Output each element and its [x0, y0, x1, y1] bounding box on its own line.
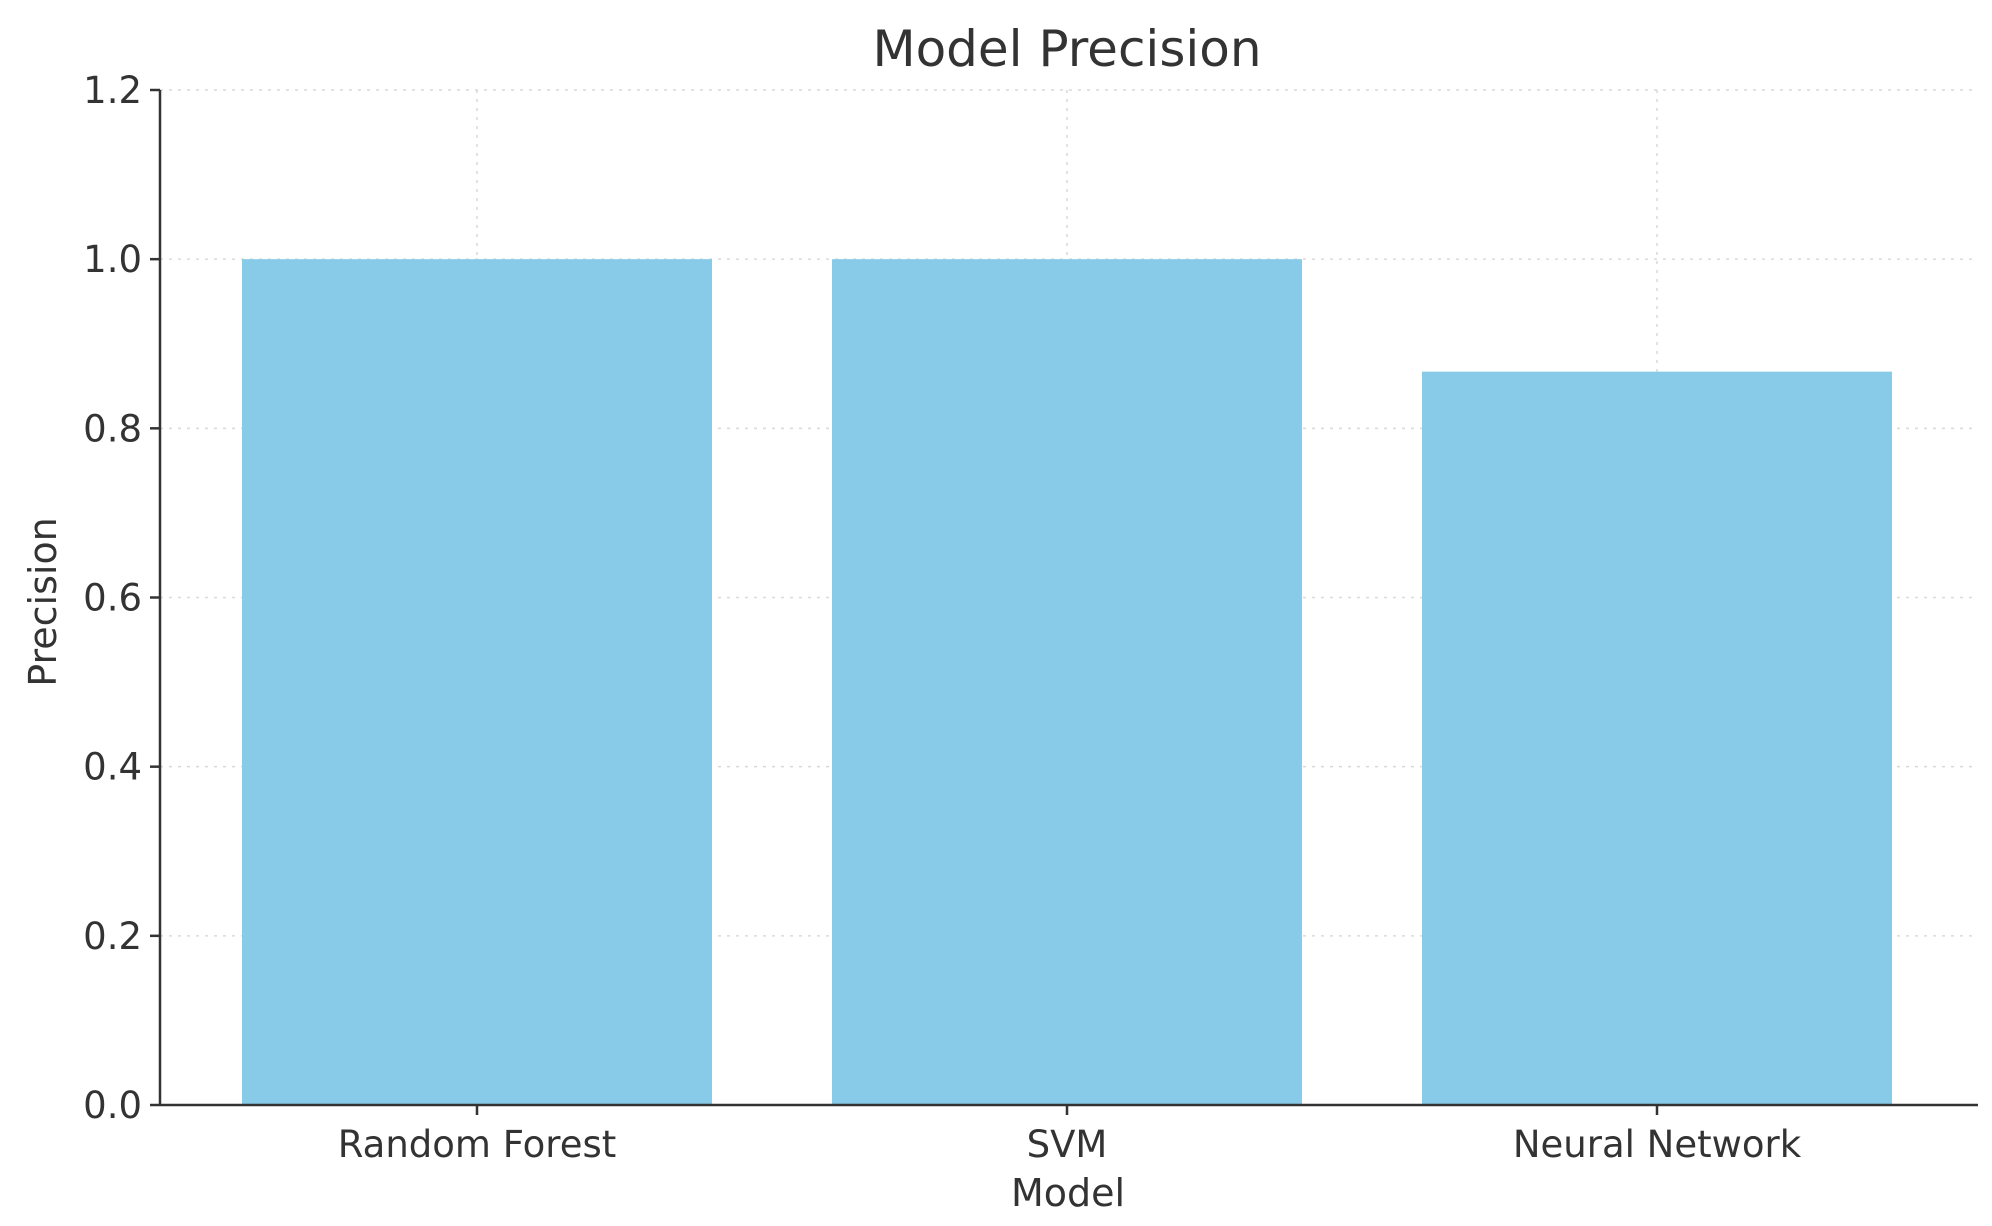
y-tick-label: 1.0	[83, 238, 142, 281]
y-tick-label: 0.4	[83, 746, 142, 789]
y-tick-label: 0.6	[83, 577, 142, 620]
x-tick-label: Random Forest	[338, 1123, 617, 1166]
chart-title: Model Precision	[872, 20, 1261, 78]
y-tick-label: 0.0	[83, 1084, 142, 1127]
bar	[242, 259, 712, 1106]
bar	[1422, 371, 1892, 1106]
x-axis-label: Model	[1011, 1171, 1125, 1215]
x-ticks: Random Forest SVM Neural Network	[338, 1105, 1802, 1166]
y-ticks: 0.0 0.2 0.4 0.6 0.8 1.0 1.2	[83, 69, 160, 1127]
y-axis-label: Precision	[21, 517, 65, 687]
y-tick-label: 1.2	[83, 69, 142, 112]
y-tick-label: 0.2	[83, 915, 142, 958]
y-tick-label: 0.8	[83, 407, 142, 450]
bars	[242, 259, 1892, 1106]
x-tick-label: Neural Network	[1513, 1123, 1802, 1166]
bar	[832, 259, 1302, 1106]
x-tick-label: SVM	[1027, 1123, 1108, 1166]
